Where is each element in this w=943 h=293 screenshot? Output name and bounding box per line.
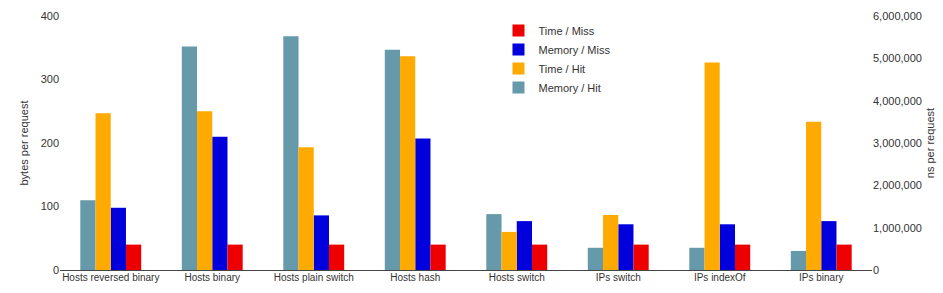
svg-text:6,000,000: 6,000,000	[873, 10, 922, 22]
svg-text:1,000,000: 1,000,000	[873, 222, 922, 234]
svg-text:0: 0	[873, 264, 879, 276]
svg-text:Hosts switch: Hosts switch	[489, 272, 545, 283]
svg-text:Hosts binary: Hosts binary	[184, 272, 240, 283]
svg-text:Memory / Miss: Memory / Miss	[538, 44, 610, 56]
svg-text:Hosts plain switch: Hosts plain switch	[274, 272, 354, 283]
svg-text:5,000,000: 5,000,000	[873, 52, 922, 64]
svg-text:IPs binary: IPs binary	[799, 272, 843, 283]
svg-text:3,000,000: 3,000,000	[873, 137, 922, 149]
svg-text:IPs switch: IPs switch	[596, 272, 641, 283]
svg-text:300: 300	[41, 73, 59, 85]
svg-text:400: 400	[41, 10, 59, 22]
svg-text:ns per request: ns per request	[924, 108, 936, 178]
svg-text:4,000,000: 4,000,000	[873, 95, 922, 107]
svg-text:Hosts reversed binary: Hosts reversed binary	[62, 272, 159, 283]
svg-text:IPs indexOf: IPs indexOf	[694, 272, 746, 283]
svg-text:200: 200	[41, 137, 59, 149]
svg-text:100: 100	[41, 200, 59, 212]
svg-text:0: 0	[53, 264, 59, 276]
svg-text:Time / Hit: Time / Hit	[538, 63, 585, 75]
svg-text:Hosts hash: Hosts hash	[390, 272, 440, 283]
svg-text:bytes per request: bytes per request	[18, 101, 30, 186]
svg-text:Memory / Hit: Memory / Hit	[538, 82, 600, 94]
svg-text:2,000,000: 2,000,000	[873, 179, 922, 191]
svg-text:Time / Miss: Time / Miss	[538, 25, 594, 37]
